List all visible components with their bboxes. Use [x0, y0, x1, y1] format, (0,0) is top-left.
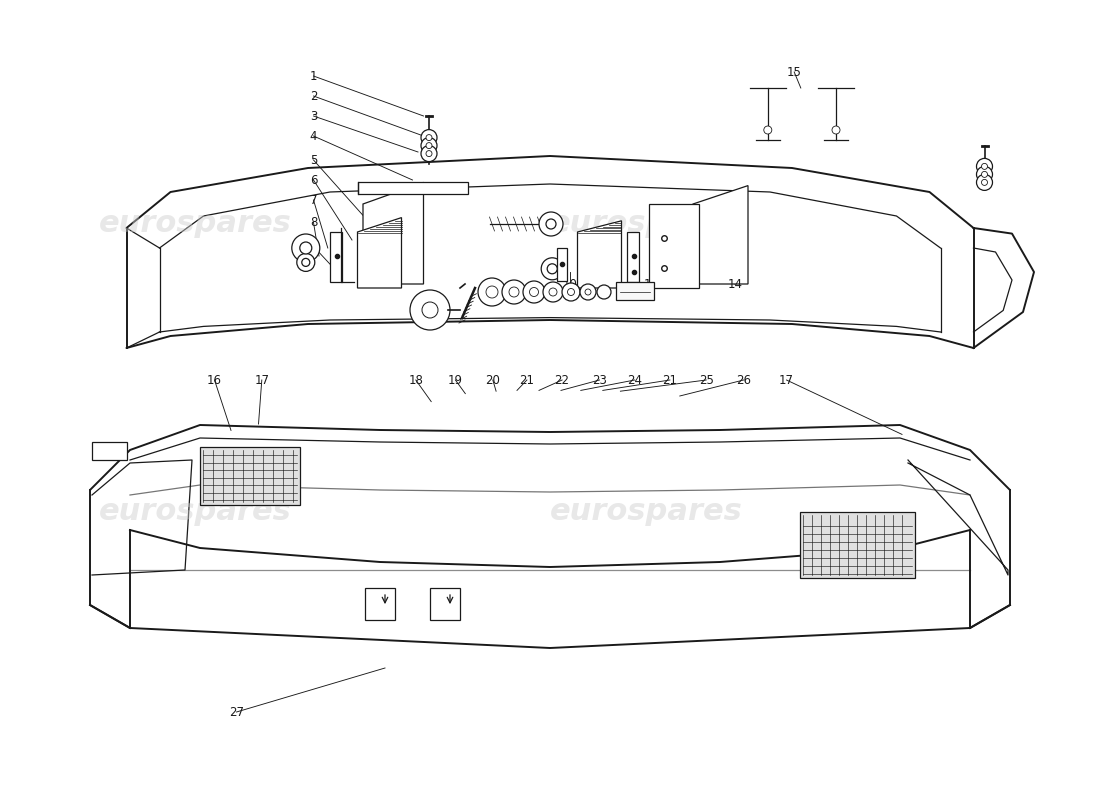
- Circle shape: [478, 278, 506, 306]
- Text: 17: 17: [779, 374, 794, 386]
- Bar: [649, 204, 698, 288]
- Text: 14: 14: [727, 278, 742, 290]
- Circle shape: [421, 138, 437, 154]
- Circle shape: [763, 126, 772, 134]
- Circle shape: [421, 130, 437, 146]
- Circle shape: [421, 146, 437, 162]
- Text: 8: 8: [310, 216, 317, 229]
- Text: 1: 1: [310, 70, 317, 82]
- Circle shape: [297, 254, 315, 271]
- Bar: [627, 232, 639, 282]
- Circle shape: [547, 264, 558, 274]
- Bar: [557, 248, 566, 281]
- Circle shape: [502, 280, 526, 304]
- Circle shape: [422, 302, 438, 318]
- Text: 9: 9: [310, 240, 317, 253]
- Bar: [200, 447, 300, 505]
- Text: eurospares: eurospares: [99, 498, 292, 526]
- Circle shape: [301, 258, 310, 266]
- Circle shape: [410, 290, 450, 330]
- Circle shape: [300, 242, 311, 254]
- Text: 25: 25: [698, 374, 714, 386]
- Text: eurospares: eurospares: [550, 498, 742, 526]
- Text: 23: 23: [592, 374, 607, 386]
- Text: 17: 17: [254, 374, 270, 386]
- Circle shape: [292, 234, 320, 262]
- Bar: [800, 512, 915, 578]
- Text: 18: 18: [408, 374, 424, 386]
- Text: 24: 24: [627, 374, 642, 386]
- Circle shape: [832, 126, 840, 134]
- Circle shape: [580, 284, 596, 300]
- Bar: [616, 282, 654, 300]
- Text: 7: 7: [310, 194, 317, 206]
- Circle shape: [981, 163, 988, 170]
- Circle shape: [546, 219, 556, 229]
- Text: 15: 15: [786, 66, 802, 78]
- Circle shape: [981, 171, 988, 178]
- Polygon shape: [693, 186, 748, 284]
- Polygon shape: [363, 182, 424, 284]
- Text: 2: 2: [310, 90, 317, 102]
- Text: 16: 16: [207, 374, 222, 386]
- Polygon shape: [358, 218, 402, 288]
- Text: 21: 21: [519, 374, 535, 386]
- Text: 5: 5: [310, 154, 317, 166]
- Text: 12: 12: [644, 278, 659, 290]
- Circle shape: [541, 258, 563, 280]
- Bar: [92, 442, 126, 460]
- Text: 11: 11: [603, 278, 618, 290]
- Circle shape: [549, 288, 557, 296]
- Circle shape: [522, 281, 544, 303]
- Text: 20: 20: [485, 374, 501, 386]
- Circle shape: [977, 158, 992, 174]
- Circle shape: [543, 282, 563, 302]
- Circle shape: [539, 212, 563, 236]
- Text: 27: 27: [229, 706, 244, 718]
- Circle shape: [585, 289, 591, 295]
- Polygon shape: [578, 221, 621, 288]
- Text: 13: 13: [685, 278, 701, 290]
- Circle shape: [509, 287, 519, 297]
- Circle shape: [568, 289, 574, 295]
- Text: 4: 4: [310, 130, 317, 142]
- Circle shape: [426, 150, 432, 157]
- Text: 21: 21: [662, 374, 678, 386]
- Text: 10: 10: [562, 278, 578, 290]
- Circle shape: [977, 166, 992, 182]
- Circle shape: [981, 179, 988, 186]
- Text: 3: 3: [310, 110, 317, 122]
- Text: 6: 6: [310, 174, 317, 186]
- Text: 26: 26: [736, 374, 751, 386]
- Circle shape: [562, 283, 580, 301]
- Circle shape: [977, 174, 992, 190]
- Circle shape: [426, 142, 432, 149]
- Circle shape: [529, 287, 539, 297]
- Bar: [365, 588, 395, 620]
- Circle shape: [426, 134, 432, 141]
- Text: eurospares: eurospares: [99, 210, 292, 238]
- Text: 22: 22: [554, 374, 570, 386]
- Bar: [430, 588, 460, 620]
- Bar: [330, 232, 342, 282]
- Circle shape: [597, 285, 611, 299]
- Text: eurospares: eurospares: [550, 210, 742, 238]
- Bar: [358, 182, 468, 194]
- Text: 19: 19: [448, 374, 463, 386]
- Circle shape: [486, 286, 498, 298]
